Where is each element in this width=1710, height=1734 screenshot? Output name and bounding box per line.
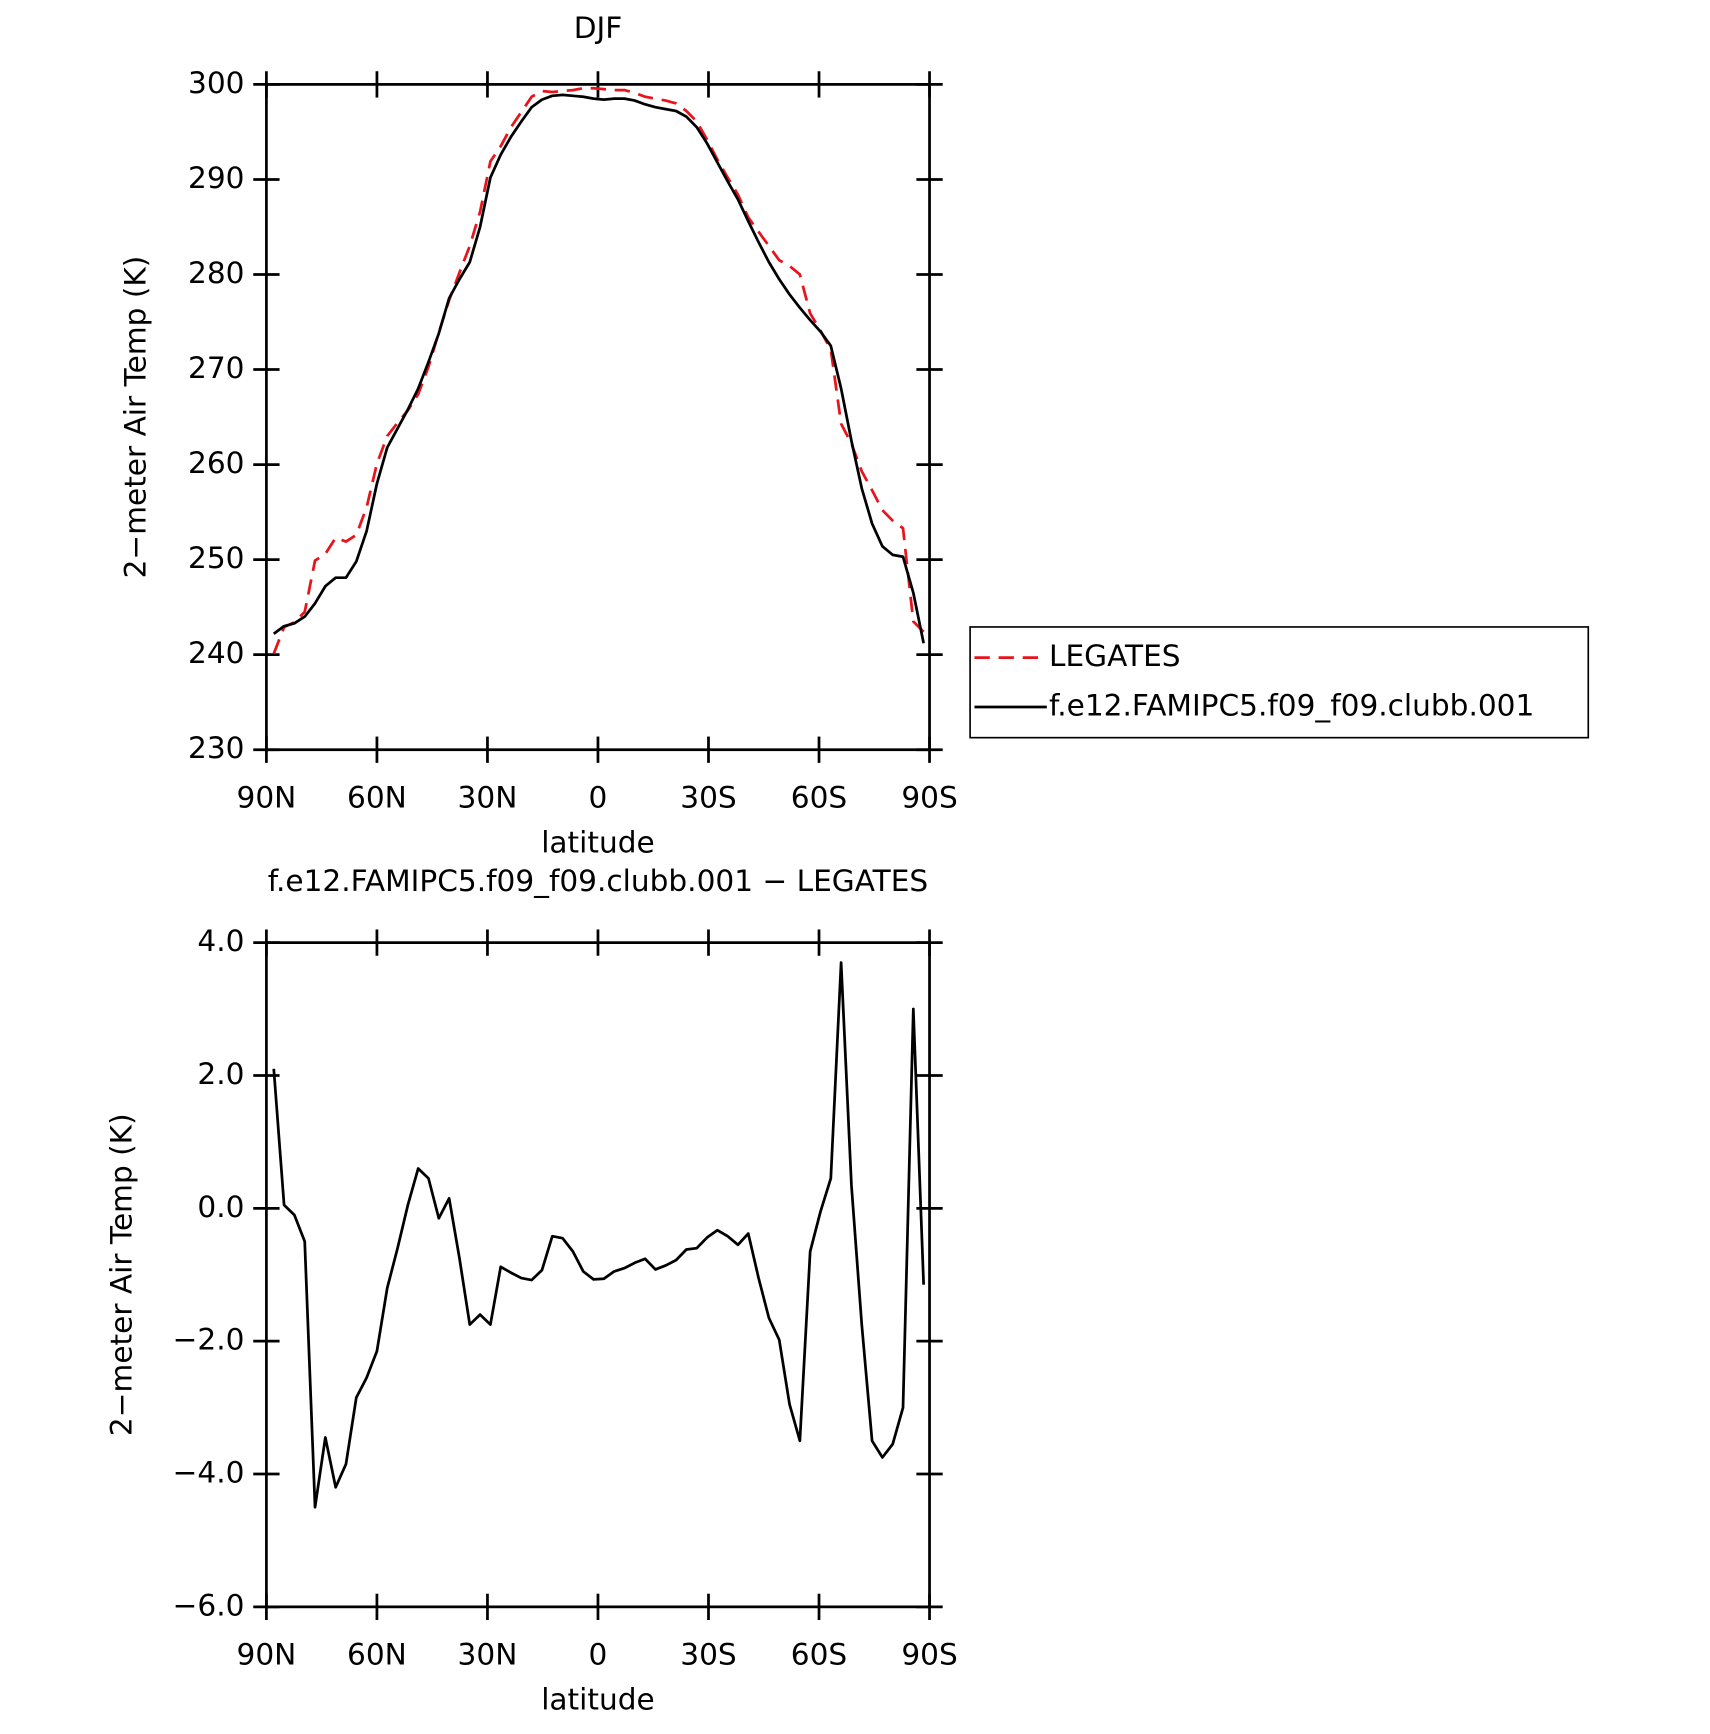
x-tick-label: 30N — [458, 781, 518, 815]
y-tick-label: −6.0 — [173, 1588, 245, 1622]
y-tick-label: −2.0 — [173, 1323, 245, 1357]
y-tick-label: 0.0 — [197, 1190, 244, 1224]
x-tick-label: 60N — [347, 1638, 407, 1672]
x-axis-label: latitude — [541, 1683, 654, 1717]
x-tick-label: 90S — [901, 1638, 957, 1672]
x-tick-label: 0 — [589, 1638, 608, 1672]
x-axis-label: latitude — [541, 825, 654, 859]
x-tick-label: 0 — [589, 781, 608, 815]
y-tick-label: 260 — [188, 446, 244, 480]
data-line — [272, 86, 925, 655]
legend-label: f.e12.FAMIPC5.f09_f09.clubb.001 — [1049, 688, 1534, 722]
y-tick-label: 280 — [188, 256, 244, 290]
chart-title: DJF — [574, 11, 623, 45]
y-tick-label: 4.0 — [197, 924, 244, 958]
x-tick-label: 60N — [347, 781, 407, 815]
y-axis-label: 2−meter Air Temp (K) — [104, 1113, 138, 1436]
x-tick-label: 90S — [901, 781, 957, 815]
x-tick-label: 90N — [237, 1638, 297, 1672]
y-tick-label: 230 — [188, 731, 244, 765]
y-tick-label: 2.0 — [197, 1057, 244, 1091]
chart: DJF latitude 2−meter Air Temp (K) 230 240 250… — [119, 11, 1590, 859]
y-tick-label: 290 — [188, 161, 244, 195]
x-tick-label: 30S — [680, 781, 736, 815]
chart: f.e12.FAMIPC5.f09_f09.clubb.001 − LEGATE… — [104, 864, 957, 1717]
x-tick-label: 30S — [680, 1638, 736, 1672]
plot-frame — [265, 83, 931, 752]
legend-box — [969, 626, 1590, 739]
data-line — [272, 961, 926, 1509]
x-tick-label: 90N — [237, 781, 297, 815]
y-tick-label: 300 — [188, 66, 244, 100]
y-tick-label: −4.0 — [173, 1456, 245, 1490]
x-tick-label: 60S — [791, 781, 847, 815]
chart-title: f.e12.FAMIPC5.f09_f09.clubb.001 − LEGATE… — [268, 864, 928, 898]
y-tick-label: 240 — [188, 636, 244, 670]
plot-frame — [265, 941, 931, 1609]
y-tick-label: 270 — [188, 351, 244, 385]
y-tick-label: 250 — [188, 541, 244, 575]
x-tick-label: 60S — [791, 1638, 847, 1672]
legend-label: LEGATES — [1049, 639, 1181, 673]
x-tick-label: 30N — [458, 1638, 518, 1672]
y-axis-label: 2−meter Air Temp (K) — [119, 256, 153, 579]
data-line — [272, 93, 925, 644]
